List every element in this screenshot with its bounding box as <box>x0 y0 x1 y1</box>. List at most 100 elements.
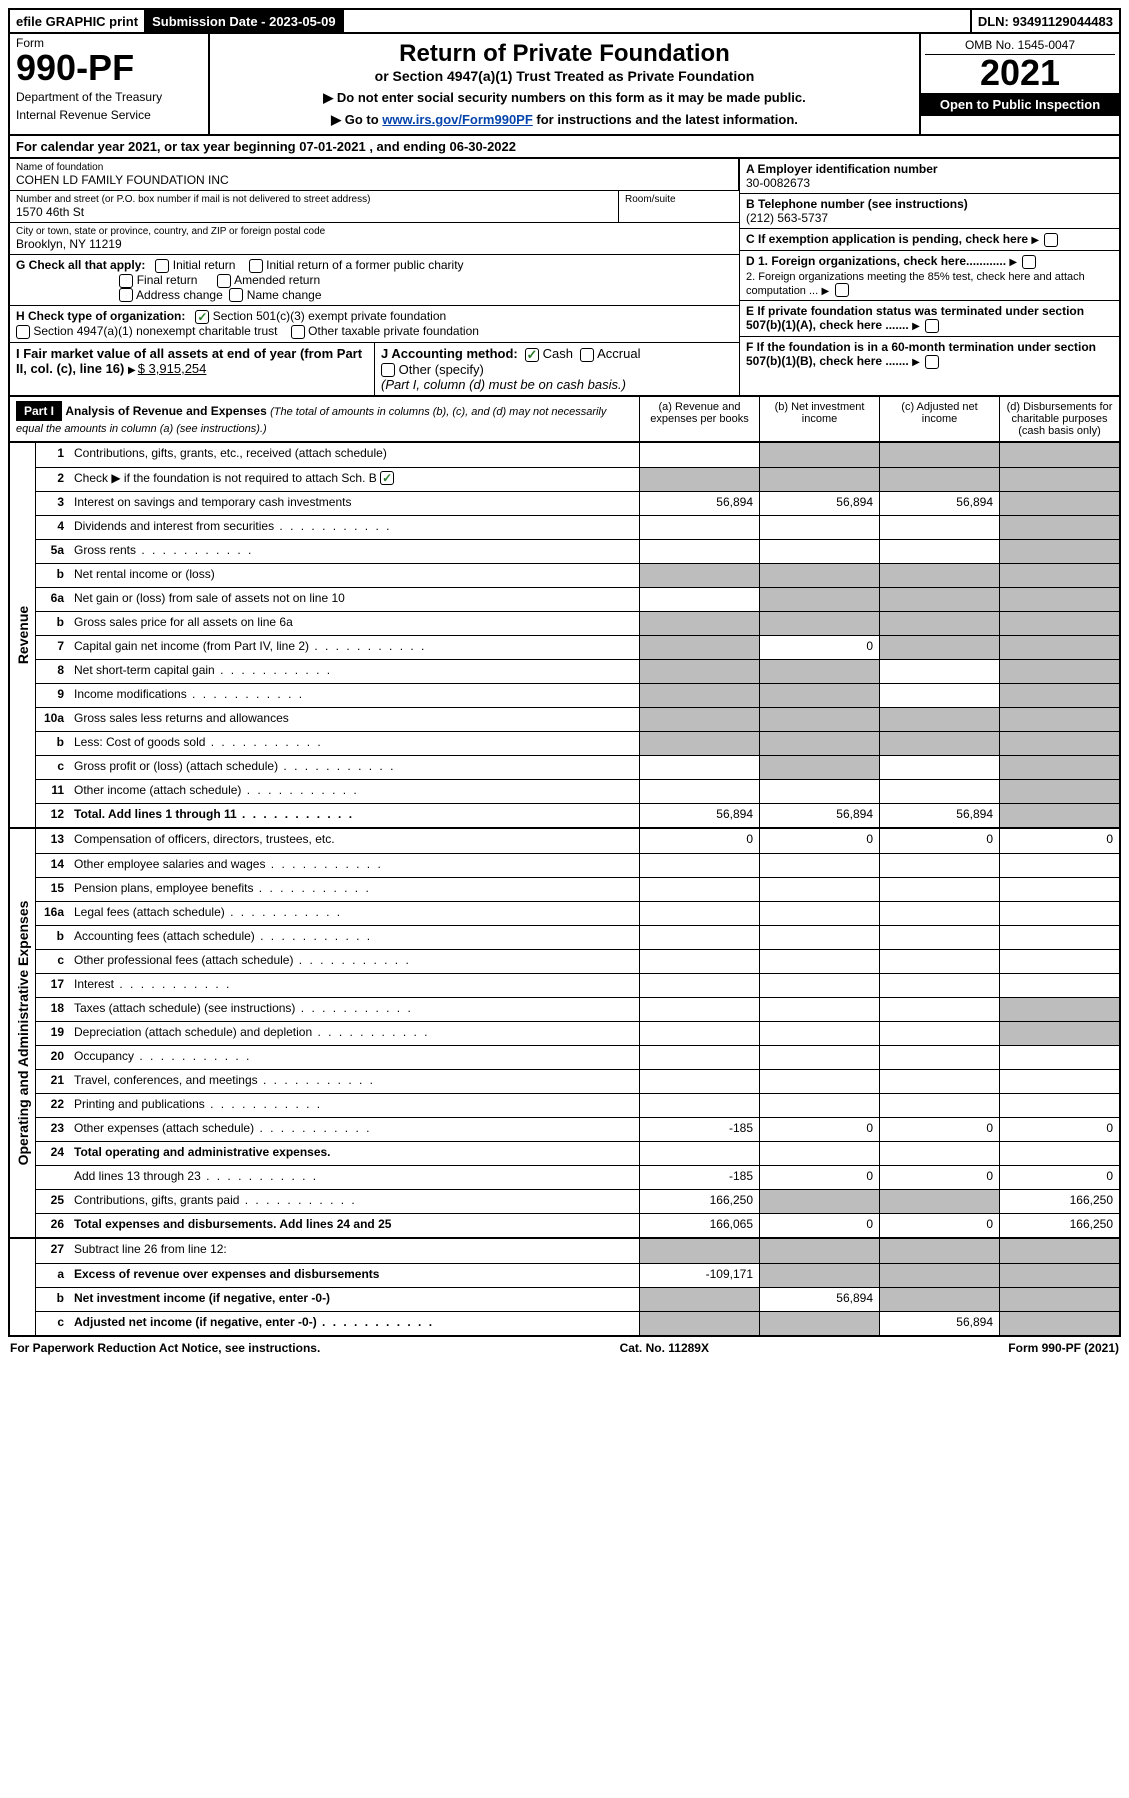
part1-header: Part I Analysis of Revenue and Expenses … <box>8 397 1121 443</box>
l23c: 0 <box>879 1118 999 1141</box>
l23d: 0 <box>999 1118 1119 1141</box>
instr-link[interactable]: www.irs.gov/Form990PF <box>382 112 533 127</box>
line-19: Depreciation (attach schedule) and deple… <box>70 1022 639 1045</box>
l7b: 0 <box>759 636 879 659</box>
fmv-value: $ 3,915,254 <box>138 361 207 376</box>
opt-initial: Initial return <box>173 258 236 272</box>
line-13: Compensation of officers, directors, tru… <box>70 829 639 853</box>
opt-addr-change: Address change <box>136 288 223 302</box>
line-18: Taxes (attach schedule) (see instruction… <box>70 998 639 1021</box>
l3a: 56,894 <box>639 492 759 515</box>
line-10a: Gross sales less returns and allowances <box>70 708 639 731</box>
l13a: 0 <box>639 829 759 853</box>
submission-date: Submission Date - 2023-05-09 <box>146 10 344 32</box>
ck-e[interactable] <box>925 319 939 333</box>
ck-final-return[interactable] <box>119 274 133 288</box>
part1-label: Part I <box>16 401 62 421</box>
line-9: Income modifications <box>70 684 639 707</box>
instr-2-post: for instructions and the latest informat… <box>533 112 798 127</box>
line-1: Contributions, gifts, grants, etc., rece… <box>70 443 639 467</box>
l13c: 0 <box>879 829 999 853</box>
ck-f[interactable] <box>925 355 939 369</box>
d2-label: 2. Foreign organizations meeting the 85%… <box>746 271 1085 297</box>
ck-other-taxable[interactable] <box>291 325 305 339</box>
addr-label: Number and street (or P.O. box number if… <box>16 194 612 205</box>
opt-amended: Amended return <box>234 273 320 287</box>
line-8: Net short-term capital gain <box>70 660 639 683</box>
line-10b: Less: Cost of goods sold <box>70 732 639 755</box>
line27-section: 27Subtract line 26 from line 12: aExcess… <box>8 1239 1121 1337</box>
l26d: 166,250 <box>999 1214 1119 1237</box>
opt-name-change: Name change <box>247 288 322 302</box>
d1-label: D 1. Foreign organizations, check here..… <box>746 254 1006 268</box>
l26b: 0 <box>759 1214 879 1237</box>
line-16b: Accounting fees (attach schedule) <box>70 926 639 949</box>
l12a: 56,894 <box>639 804 759 827</box>
opt-cash: Cash <box>543 346 573 361</box>
page-footer: For Paperwork Reduction Act Notice, see … <box>8 1337 1121 1359</box>
foundation-name: COHEN LD FAMILY FOUNDATION INC <box>16 173 732 187</box>
line-3: Interest on savings and temporary cash i… <box>70 492 639 515</box>
line-24b: Add lines 13 through 23 <box>70 1166 639 1189</box>
j-label: J Accounting method: <box>381 346 518 361</box>
form-title: Return of Private Foundation <box>220 40 909 68</box>
b-label: B Telephone number (see instructions) <box>746 197 968 211</box>
name-label: Name of foundation <box>16 162 732 173</box>
col-d-head: (d) Disbursements for charitable purpose… <box>999 397 1119 441</box>
ck-sch-b[interactable] <box>380 471 394 485</box>
ck-d1[interactable] <box>1022 255 1036 269</box>
g-check-row: G Check all that apply: Initial return I… <box>10 255 739 306</box>
line-17: Interest <box>70 974 639 997</box>
j-note: (Part I, column (d) must be on cash basi… <box>381 377 626 392</box>
dln: DLN: 93491129044483 <box>972 10 1119 32</box>
part1-title: Analysis of Revenue and Expenses <box>65 404 266 418</box>
footer-form: Form 990-PF (2021) <box>1008 1341 1119 1355</box>
ck-accrual[interactable] <box>580 348 594 362</box>
line-7: Capital gain net income (from Part IV, l… <box>70 636 639 659</box>
ck-501c3[interactable] <box>195 310 209 324</box>
line-27b: Net investment income (if negative, ente… <box>70 1288 639 1311</box>
line-21: Travel, conferences, and meetings <box>70 1070 639 1093</box>
line-12: Total. Add lines 1 through 11 <box>70 804 639 827</box>
l24bd: 0 <box>999 1166 1119 1189</box>
footer-left: For Paperwork Reduction Act Notice, see … <box>10 1341 320 1355</box>
phone-value: (212) 563-5737 <box>746 211 828 225</box>
l13d: 0 <box>999 829 1119 853</box>
line-25: Contributions, gifts, grants paid <box>70 1190 639 1213</box>
form-id-block: Form 990-PF Department of the Treasury I… <box>10 34 210 134</box>
street-address: 1570 46th St <box>16 205 612 219</box>
ck-addr-change[interactable] <box>119 288 133 302</box>
col-c-head: (c) Adjusted net income <box>879 397 999 441</box>
line-6a: Net gain or (loss) from sale of assets n… <box>70 588 639 611</box>
ck-name-change[interactable] <box>229 288 243 302</box>
l26a: 166,065 <box>639 1214 759 1237</box>
l25d: 166,250 <box>999 1190 1119 1213</box>
line-10c: Gross profit or (loss) (attach schedule) <box>70 756 639 779</box>
ck-amended[interactable] <box>217 274 231 288</box>
l3b: 56,894 <box>759 492 879 515</box>
ck-initial-return[interactable] <box>155 259 169 273</box>
efile-label: efile GRAPHIC print <box>10 10 146 32</box>
ck-other-method[interactable] <box>381 363 395 377</box>
line-20: Occupancy <box>70 1046 639 1069</box>
line-4: Dividends and interest from securities <box>70 516 639 539</box>
instr-1: ▶ Do not enter social security numbers o… <box>220 90 909 106</box>
line-16c: Other professional fees (attach schedule… <box>70 950 639 973</box>
l26c: 0 <box>879 1214 999 1237</box>
c-label: C If exemption application is pending, c… <box>746 232 1028 246</box>
ck-4947[interactable] <box>16 325 30 339</box>
footer-cat: Cat. No. 11289X <box>620 1341 709 1355</box>
ck-cash[interactable] <box>525 348 539 362</box>
dept-treasury: Department of the Treasury <box>16 90 202 104</box>
line-16a: Legal fees (attach schedule) <box>70 902 639 925</box>
ck-d2[interactable] <box>835 283 849 297</box>
ck-c[interactable] <box>1044 233 1058 247</box>
line-14: Other employee salaries and wages <box>70 854 639 877</box>
l24bb: 0 <box>759 1166 879 1189</box>
city-label: City or town, state or province, country… <box>16 226 733 237</box>
entity-info: Name of foundation COHEN LD FAMILY FOUND… <box>8 159 1121 397</box>
l25a: 166,250 <box>639 1190 759 1213</box>
form-subtitle: or Section 4947(a)(1) Trust Treated as P… <box>220 68 909 84</box>
opt-other-taxable: Other taxable private foundation <box>308 324 479 338</box>
ck-initial-former[interactable] <box>249 259 263 273</box>
